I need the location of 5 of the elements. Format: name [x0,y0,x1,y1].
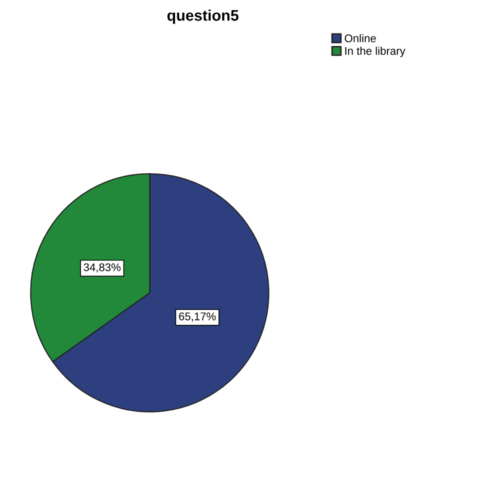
legend-label: In the library [345,46,406,58]
chart-title: question5 [167,10,239,24]
data-label: 34,83% [84,263,121,273]
legend-label: Online [344,34,376,42]
data-label: 65,17% [179,312,216,322]
